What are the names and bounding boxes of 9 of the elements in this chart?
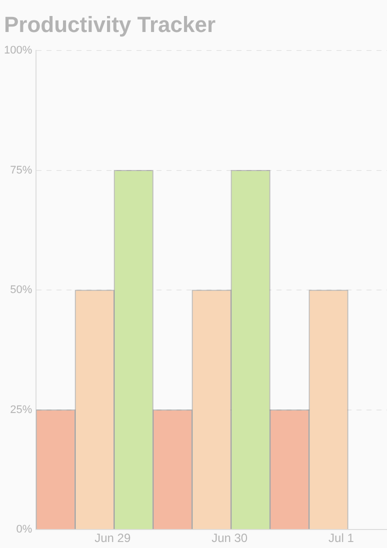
y-tick-label: 100% [4, 44, 32, 57]
y-tick-label: 50% [10, 284, 32, 296]
y-tick-label: 25% [10, 404, 32, 416]
x-tick-label: Jun 29 [94, 531, 131, 546]
x-tick-label: Jul 1 [328, 531, 354, 546]
y-tick-label: 0% [16, 524, 32, 536]
x-tick-label: Jun 30 [212, 531, 248, 546]
chart-title: Productivity Tracker [3, 11, 217, 39]
y-tick-label: 75% [10, 164, 32, 176]
